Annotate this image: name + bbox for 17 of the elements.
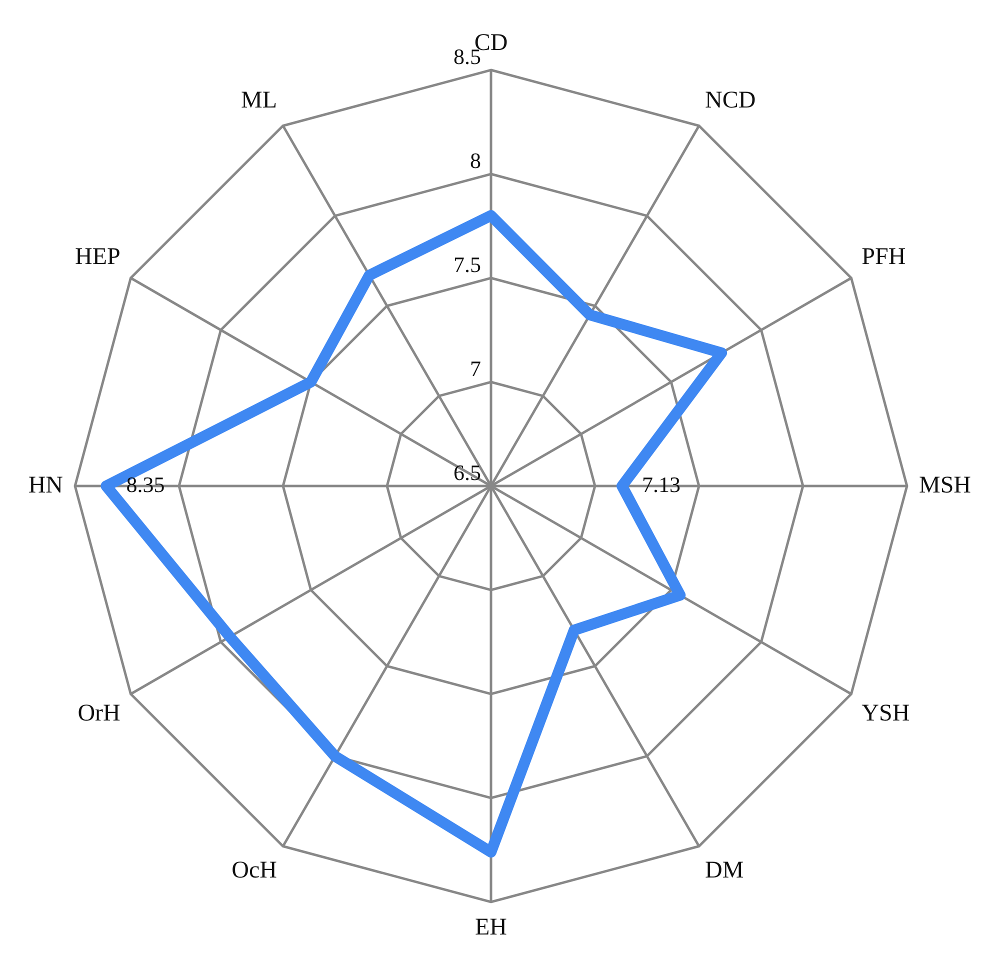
spoke-label: HEP: [75, 244, 120, 270]
y-tick-label: 6.5: [454, 460, 481, 485]
spoke-label: YSH: [862, 700, 910, 727]
data-label: 8.35: [126, 472, 165, 497]
spoke-label: HN: [28, 472, 64, 498]
spoke-label: PFH: [862, 244, 906, 270]
y-tick-label: 8: [470, 148, 481, 173]
spoke-label: DM: [704, 857, 744, 884]
data-label: 7.13: [642, 472, 681, 497]
spoke-label: OcH: [232, 857, 278, 884]
spoke-label: EH: [475, 914, 507, 941]
spoke-label: MSH: [918, 472, 972, 498]
y-tick-label: 7.5: [454, 252, 481, 277]
spoke-label: OrH: [78, 700, 120, 727]
y-tick-label: 7: [470, 356, 481, 381]
spoke-label: NCD: [704, 87, 756, 114]
spoke-label: ML: [241, 87, 278, 114]
